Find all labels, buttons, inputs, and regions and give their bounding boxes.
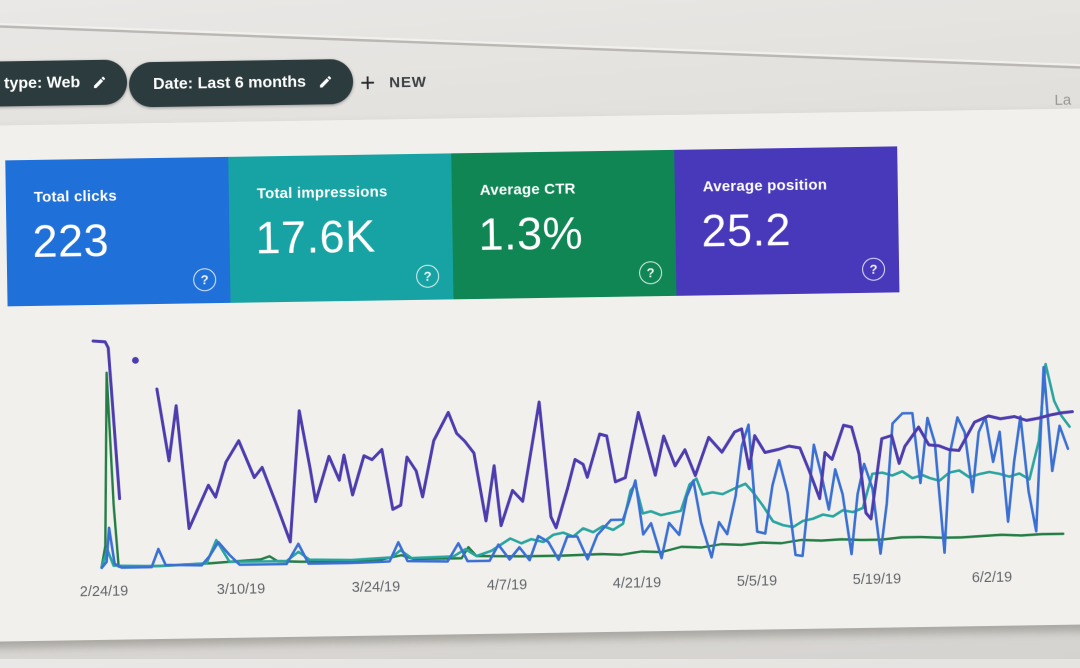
x-axis-tick: 4/7/19 xyxy=(486,577,528,594)
x-axis-tick: 5/19/19 xyxy=(852,571,902,589)
help-icon[interactable]: ? xyxy=(638,261,663,285)
metric-card-value: 17.6K xyxy=(255,210,377,264)
new-filter-button[interactable]: + NEW xyxy=(352,62,435,103)
last-updated-partial-text: La xyxy=(1054,91,1072,109)
x-axis-tick: 3/10/19 xyxy=(216,581,266,599)
monitor-bezel-line xyxy=(0,23,1080,69)
metric-card-label: Average CTR xyxy=(479,180,576,199)
search-type-filter-label: type: Web xyxy=(3,73,81,92)
chart-isolated-point-position xyxy=(132,356,139,364)
chart-line-position xyxy=(91,339,122,501)
metric-card-average-position[interactable]: Average position 25.2 ? xyxy=(674,146,900,296)
date-filter-label: Date: Last 6 months xyxy=(152,73,307,93)
x-axis-tick: 6/2/19 xyxy=(971,569,1013,587)
chart-line-ctr xyxy=(100,371,1065,569)
metric-card-value: 25.2 xyxy=(701,204,792,257)
metric-card-label: Average position xyxy=(702,176,828,196)
help-icon[interactable]: ? xyxy=(192,268,217,292)
date-filter-chip[interactable]: Date: Last 6 months xyxy=(128,58,354,108)
chart-area: 2/24/19 3/10/19 3/24/19 4/7/19 4/21/19 5/5/19… xyxy=(58,321,1080,600)
metric-card-total-clicks[interactable]: Total clicks 223 ? xyxy=(5,156,231,307)
chart-line-position xyxy=(155,387,1074,544)
help-icon[interactable]: ? xyxy=(415,264,440,288)
filter-bar: type: Web Date: Last 6 months + NEW La xyxy=(0,0,1075,109)
x-axis-tick: 2/24/19 xyxy=(79,583,129,601)
metric-cards-row: Total clicks 223 ? Total impressions 17.… xyxy=(5,146,900,307)
performance-chart-svg xyxy=(91,339,1074,570)
chart-line-clicks xyxy=(100,365,1070,570)
new-button-label: NEW xyxy=(389,73,427,91)
metric-card-label: Total clicks xyxy=(33,187,117,206)
search-type-filter-chip[interactable]: type: Web xyxy=(0,59,128,108)
metric-card-value: 223 xyxy=(32,214,110,267)
help-icon[interactable]: ? xyxy=(861,257,886,281)
x-axis-tick: 3/24/19 xyxy=(351,579,401,596)
x-axis-tick: 4/21/19 xyxy=(612,575,662,592)
x-axis-tick: 5/5/19 xyxy=(736,573,778,590)
metric-card-total-impressions[interactable]: Total impressions 17.6K ? xyxy=(228,153,454,303)
chart-line-impressions xyxy=(100,362,1071,569)
plus-icon: + xyxy=(359,67,376,98)
metric-card-value: 1.3% xyxy=(478,207,584,260)
metric-card-label: Total impressions xyxy=(256,183,388,203)
edit-pencil-icon xyxy=(318,74,333,89)
edit-pencil-icon xyxy=(92,75,107,90)
performance-report-panel: Total clicks 223 ? Total impressions 17.… xyxy=(0,108,1080,644)
metric-card-average-ctr[interactable]: Average CTR 1.3% ? xyxy=(451,149,677,300)
